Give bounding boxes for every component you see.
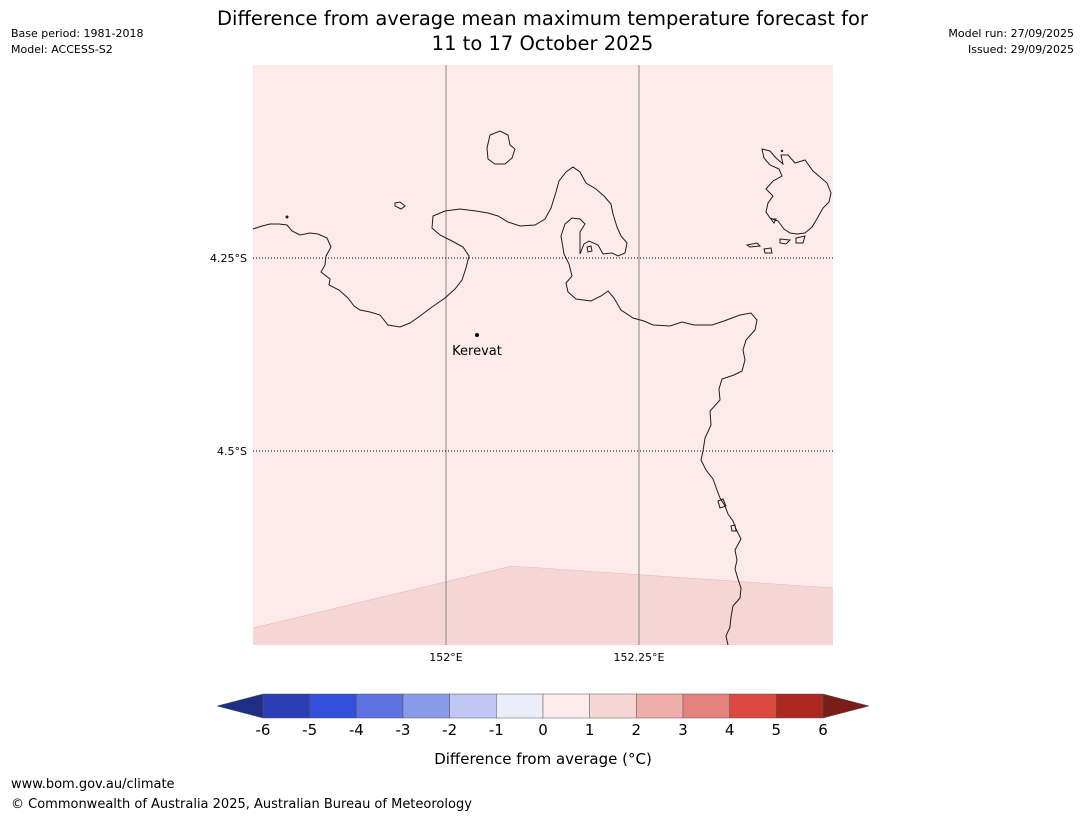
lon-label-152-25: 152.25°E — [614, 651, 665, 664]
base-period-text: Base period: 1981-2018 — [11, 27, 144, 40]
coastline-island-north — [486, 130, 516, 165]
coastline-islet-east-4 — [795, 235, 806, 244]
colorbar-tick-label: -4 — [349, 721, 364, 739]
colorbar-segment — [496, 693, 544, 719]
lon-label-152: 152°E — [429, 651, 462, 664]
coastline-islet-east-5 — [770, 218, 777, 224]
kerevat-label: Kerevat — [452, 344, 502, 359]
coastline-islet-west — [394, 201, 406, 210]
colorbar-tick-label: 2 — [632, 721, 642, 739]
issued-text: Issued: 29/09/2025 — [967, 43, 1074, 56]
colorbar: -6 -5 -4 -3 -2 -1 0 1 2 3 4 5 6 — [216, 693, 870, 739]
colorbar-segment — [262, 693, 310, 719]
coastline-islet-coast-1 — [717, 498, 727, 509]
model-run-text: Model run: 27/09/2025 — [948, 27, 1074, 40]
coastline-islands-east — [761, 148, 832, 235]
colorbar-segment — [636, 693, 684, 719]
model-text: Model: ACCESS-S2 — [11, 43, 113, 56]
chart-title: Difference from average mean maximum tem… — [0, 6, 1085, 56]
kerevat-marker — [475, 333, 479, 337]
colorbar-tick-label: -5 — [302, 721, 317, 739]
colorbar-segment — [309, 693, 357, 719]
lat-label-4-5: 4.5°S — [217, 445, 247, 458]
footer-url: www.bom.gov.au/climate — [11, 777, 175, 792]
coastline-islet-small-1 — [586, 245, 593, 253]
title-line-2: 11 to 17 October 2025 — [431, 32, 654, 55]
title-line-1: Difference from average mean maximum tem… — [217, 7, 868, 30]
colorbar-tick-label: 4 — [725, 721, 735, 739]
map-fill-main — [253, 65, 833, 645]
map-fill-south — [253, 566, 833, 645]
footer: www.bom.gov.au/climate © Commonwealth of… — [11, 775, 472, 815]
colorbar-tick-label: 3 — [678, 721, 688, 739]
colorbar-segment — [542, 693, 590, 719]
colorbar-segment — [729, 693, 777, 719]
coastline-islet-east-3 — [779, 238, 792, 245]
islet-dot-west — [285, 215, 289, 219]
meta-right: Model run: 27/09/2025 Issued: 29/09/2025 — [948, 26, 1074, 58]
colorbar-tick-label: 5 — [772, 721, 782, 739]
coastline-islet-east-1 — [745, 242, 762, 248]
colorbar-tick-label: 6 — [818, 721, 828, 739]
coastline-islet-east-2 — [763, 247, 773, 254]
colorbar-segment — [449, 693, 497, 719]
footer-copyright: © Commonwealth of Australia 2025, Austra… — [11, 797, 472, 812]
lat-label-4-25: 4.25°S — [210, 252, 247, 265]
colorbar-tick-label: -6 — [256, 721, 271, 739]
colorbar-tick-label: -2 — [442, 721, 457, 739]
colorbar-tick-label: -1 — [489, 721, 504, 739]
islet-dot-east — [780, 149, 784, 153]
contour-line — [252, 565, 834, 629]
colorbar-extend-high — [822, 693, 870, 719]
colorbar-segment — [402, 693, 450, 719]
colorbar-segment — [356, 693, 404, 719]
colorbar-segment — [776, 693, 824, 719]
colorbar-extend-low — [216, 693, 264, 719]
colorbar-tick-label: -3 — [396, 721, 411, 739]
colorbar-segment — [589, 693, 637, 719]
colorbar-tick-label: 1 — [585, 721, 595, 739]
colorbar-tick-label: 0 — [538, 721, 548, 739]
coastline-main — [252, 166, 758, 646]
meta-left: Base period: 1981-2018 Model: ACCESS-S2 — [11, 26, 143, 58]
colorbar-label: Difference from average (°C) — [434, 750, 652, 768]
coastline-islet-coast-2 — [730, 524, 737, 532]
coastline — [252, 130, 832, 646]
colorbar-segment — [682, 693, 730, 719]
